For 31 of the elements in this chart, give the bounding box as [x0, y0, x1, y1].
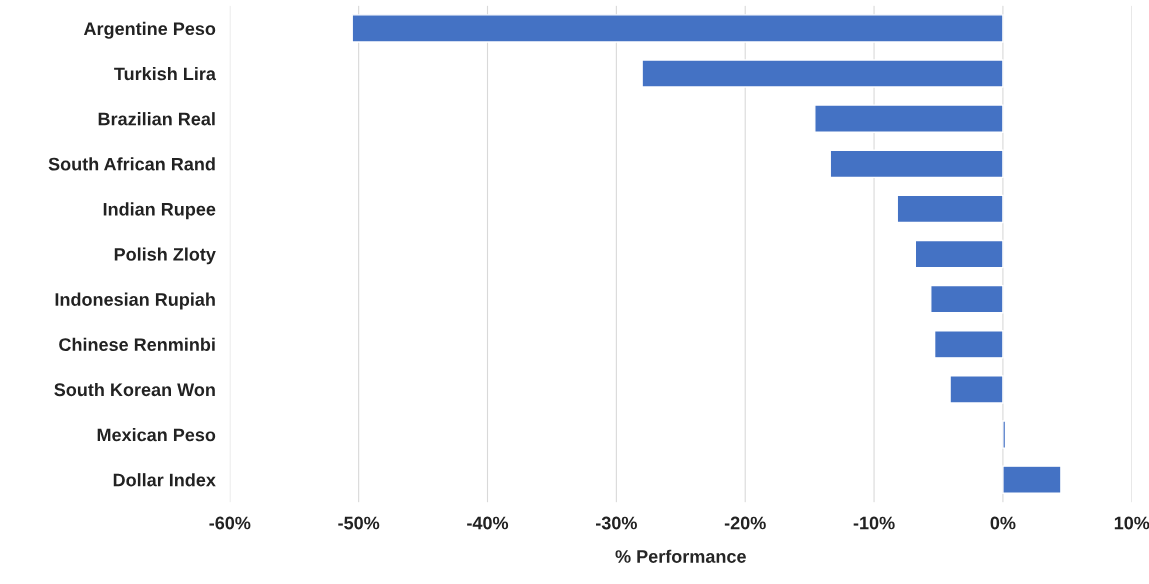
bar — [1002, 420, 1007, 449]
y-tick-label: Mexican Peso — [97, 428, 216, 442]
y-tick-label: Polish Zloty — [114, 247, 216, 265]
y-tick-label: Turkish Lira — [114, 66, 217, 81]
bar — [1002, 465, 1062, 494]
bar — [829, 149, 1004, 179]
x-tick-label: -20% — [724, 516, 766, 530]
y-tick-label: Indonesian Rupiah — [55, 292, 215, 310]
x-tick-label: -40% — [467, 516, 509, 530]
x-tick-label: -10% — [853, 516, 895, 530]
bar — [914, 239, 1004, 269]
y-tick-label: Argentine Peso — [83, 21, 216, 39]
y-tick-label: South African Rand — [48, 157, 215, 171]
bar — [896, 194, 1004, 224]
x-axis-title: % Performance — [615, 549, 746, 563]
x-tick-label: -60% — [209, 516, 251, 530]
bar — [933, 330, 1004, 359]
bar — [949, 375, 1004, 404]
x-tick-label: -50% — [338, 516, 380, 530]
y-tick-label: Chinese Renminbi — [59, 337, 215, 352]
x-tick-label: -30% — [595, 516, 637, 530]
y-tick-label: Dollar Index — [113, 473, 216, 487]
y-tick-label: South Korean Won — [54, 382, 215, 397]
y-tick-label: Indian Rupee — [103, 202, 216, 220]
y-tick-label: Brazilian Real — [98, 112, 215, 126]
bar — [814, 104, 1004, 133]
bar — [930, 284, 1004, 314]
x-tick-label: 10% — [1114, 516, 1149, 530]
x-tick-label: 0% — [990, 516, 1016, 530]
bar — [351, 14, 1004, 43]
bar — [641, 59, 1004, 88]
